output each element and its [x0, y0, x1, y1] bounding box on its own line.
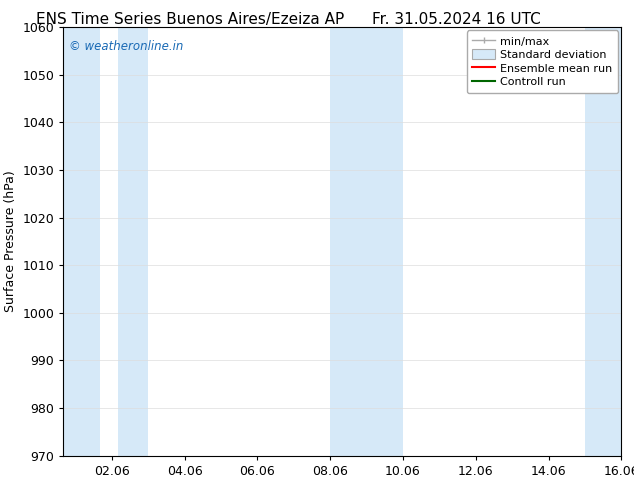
Bar [63, 27, 100, 456]
Bar [585, 27, 628, 456]
Legend: min/max, Standard deviation, Ensemble mean run, Controll run: min/max, Standard deviation, Ensemble me… [467, 30, 618, 93]
Text: ENS Time Series Buenos Aires/Ezeiza AP: ENS Time Series Buenos Aires/Ezeiza AP [36, 12, 344, 27]
Y-axis label: Surface Pressure (hPa): Surface Pressure (hPa) [4, 171, 17, 312]
Bar [118, 27, 148, 456]
Text: © weatheronline.in: © weatheronline.in [69, 40, 183, 53]
Text: Fr. 31.05.2024 16 UTC: Fr. 31.05.2024 16 UTC [372, 12, 541, 27]
Bar [330, 27, 403, 456]
